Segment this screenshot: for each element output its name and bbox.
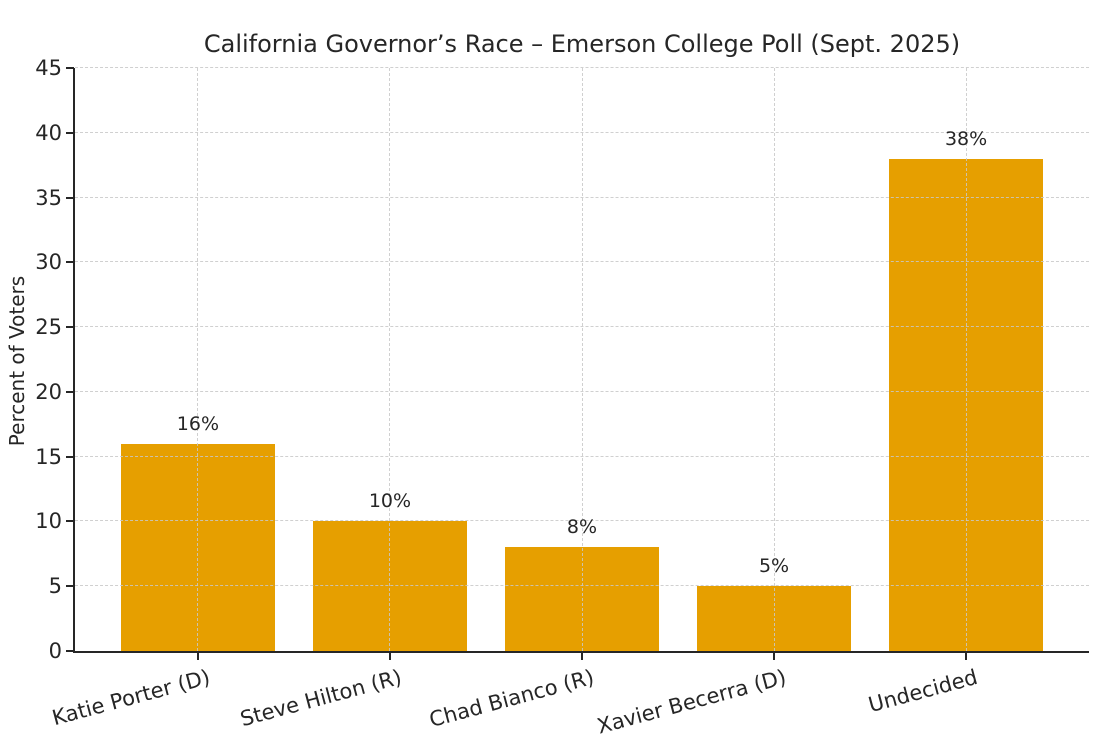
h-gridline	[75, 67, 1089, 68]
x-tick-mark	[388, 652, 391, 660]
x-tick-mark	[965, 652, 968, 660]
bar-value-label: 16%	[176, 412, 220, 435]
bar-value-label: 5%	[758, 555, 790, 578]
y-tick-mark	[66, 520, 74, 523]
x-tick-label: Undecided	[866, 665, 981, 718]
y-tick-mark	[66, 67, 74, 69]
x-tick-label: Steve Hilton (R)	[237, 665, 405, 732]
y-tick-label: 35	[35, 185, 62, 210]
bar-value-label: 10%	[368, 490, 412, 513]
y-tick-label: 40	[35, 120, 62, 145]
v-gridline	[197, 68, 199, 651]
x-tick-label: Katie Porter (D)	[49, 665, 213, 731]
y-tick-label: 25	[35, 315, 62, 340]
y-tick-mark	[66, 326, 74, 329]
y-tick-mark	[66, 455, 74, 458]
y-tick-label: 20	[35, 379, 62, 404]
y-tick-label: 10	[35, 509, 62, 534]
y-tick-label: 15	[35, 444, 62, 469]
x-axis-spine	[73, 651, 1089, 653]
x-tick-mark	[773, 652, 776, 660]
x-tick-mark	[196, 652, 199, 660]
x-tick-label: Chad Bianco (R)	[426, 665, 597, 733]
v-gridline	[965, 68, 967, 651]
y-tick-label: 30	[35, 250, 62, 275]
bar-value-label: 38%	[944, 127, 988, 150]
y-tick-mark	[66, 650, 74, 652]
x-tick-label: Xavier Becerra (D)	[594, 665, 789, 739]
y-tick-mark	[66, 131, 74, 134]
y-axis-spine	[73, 68, 75, 653]
y-tick-mark	[66, 196, 74, 199]
x-tick-mark	[581, 652, 583, 660]
y-tick-mark	[66, 261, 74, 264]
chart-title: California Governor’s Race – Emerson Col…	[203, 30, 961, 58]
y-tick-mark	[66, 390, 74, 393]
v-gridline	[389, 68, 391, 651]
v-gridline	[581, 68, 583, 651]
v-gridline	[773, 68, 775, 651]
y-tick-mark	[66, 585, 74, 588]
bar-value-label: 8%	[566, 516, 598, 539]
y-tick-label: 0	[48, 639, 62, 663]
y-tick-label: 5	[48, 574, 62, 599]
y-tick-label: 45	[35, 56, 62, 80]
